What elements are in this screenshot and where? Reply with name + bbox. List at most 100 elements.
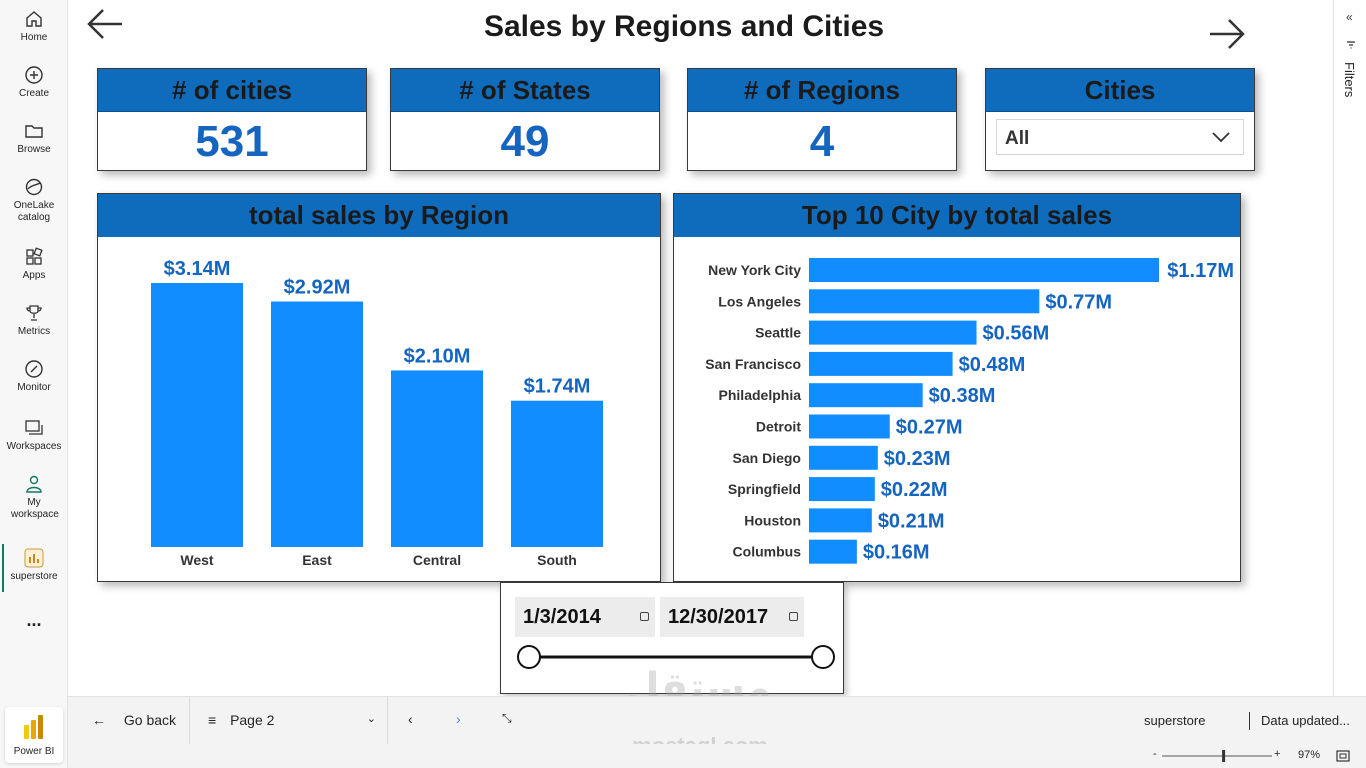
card-cities-label: # of cities xyxy=(98,69,366,112)
forward-arrow-icon[interactable] xyxy=(1206,16,1246,52)
powerbi-tile[interactable]: Power BI xyxy=(5,707,63,763)
card-regions: # of Regions 4 xyxy=(687,68,957,171)
city-category-label: Philadelphia xyxy=(719,387,802,403)
zoom-slider[interactable] xyxy=(1162,750,1272,762)
zoom-in-button[interactable]: + xyxy=(1274,748,1281,760)
card-cities-value: 531 xyxy=(195,117,269,166)
region-bar-label: $1.74M xyxy=(524,376,591,398)
nav-create-label: Create xyxy=(18,88,49,99)
back-arrow-icon[interactable] xyxy=(86,6,126,42)
go-back-button[interactable]: ← Go back xyxy=(92,712,176,728)
start-date-input[interactable]: 1/3/2014 xyxy=(515,597,655,637)
region-bar[interactable] xyxy=(511,400,603,547)
nav-browse[interactable]: Browse xyxy=(0,120,68,156)
next-page-button[interactable]: › xyxy=(456,711,461,727)
region-bar-label: $3.14M xyxy=(164,258,231,280)
person-icon xyxy=(26,475,42,493)
city-category-label: San Diego xyxy=(733,450,801,466)
city-bar[interactable] xyxy=(809,383,923,408)
city-bar-label: $0.22M xyxy=(881,479,948,501)
card-states-label: # of States xyxy=(391,69,659,112)
city-bar-label: $0.48M xyxy=(959,354,1026,376)
nav-more-button[interactable]: ... xyxy=(26,610,42,630)
nav-superstore[interactable]: superstore xyxy=(0,547,68,583)
region-category-label: Central xyxy=(413,552,461,568)
divider xyxy=(387,697,388,745)
collapse-chevron-icon[interactable]: « xyxy=(1346,10,1353,24)
card-states: # of States 49 xyxy=(390,68,660,171)
region-bar[interactable] xyxy=(151,283,243,547)
region-chart-plot: $3.14M West $2.92M East $2.10M Central $1.74M S… xyxy=(151,258,603,568)
nav-monitor[interactable]: Monitor xyxy=(0,358,68,394)
city-bar[interactable] xyxy=(809,351,953,376)
page-title: Sales by Regions and Cities xyxy=(483,10,885,43)
home-icon xyxy=(26,11,42,27)
card-regions-label: # of Regions xyxy=(688,69,956,112)
nav-create[interactable]: Create xyxy=(0,64,68,100)
nav-apps[interactable]: Apps xyxy=(0,246,68,282)
plus-circle-icon xyxy=(25,66,43,84)
date-range-slider[interactable] xyxy=(501,641,843,673)
calendar-icon xyxy=(640,612,649,621)
data-updated-label[interactable]: Data updated... xyxy=(1261,713,1350,728)
region-bar[interactable] xyxy=(391,370,483,547)
city-bar-label: $0.21M xyxy=(878,510,945,532)
previous-page-button[interactable]: ‹ xyxy=(408,711,413,727)
chevron-down-icon: ⌄ xyxy=(366,713,376,725)
card-regions-value: 4 xyxy=(809,117,835,166)
filters-label: Filters xyxy=(1342,62,1357,98)
back-arrow-small-icon: ← xyxy=(92,712,106,728)
city-category-label: Springfield xyxy=(728,481,801,497)
city-category-label: Seattle xyxy=(755,325,801,341)
nav-superstore-label: superstore xyxy=(10,571,58,582)
bottom-toolbar: ← Go back ≡ Page 2 ⌄ ‹ › ⤡ superstore Da… xyxy=(68,696,1366,758)
page-selector-value: Page 2 xyxy=(230,712,275,728)
slider-end-handle[interactable] xyxy=(811,645,835,669)
city-chart-title: Top 10 City by total sales xyxy=(674,194,1240,237)
region-bar-label: $2.10M xyxy=(404,345,471,367)
report-name: superstore xyxy=(1144,713,1206,728)
city-bar[interactable] xyxy=(809,320,977,345)
city-bar[interactable] xyxy=(809,289,1040,314)
slider-start-handle[interactable] xyxy=(517,645,541,669)
city-chart-plot: New York City $1.17M Los Angeles $0.77M Seat… xyxy=(705,258,1234,564)
report-canvas: Sales by Regions and Cities # of cities … xyxy=(68,0,1333,708)
filters-pane[interactable]: « Filters xyxy=(1333,0,1366,696)
nav-my-workspace[interactable]: My workspace xyxy=(0,473,68,521)
nav-workspaces-label: Workspaces xyxy=(6,441,62,452)
nav-onelake[interactable]: OneLake catalog xyxy=(0,176,68,224)
region-category-label: South xyxy=(537,552,577,568)
nav-metrics[interactable]: Metrics xyxy=(0,302,68,338)
nav-workspaces[interactable]: Workspaces xyxy=(0,417,68,453)
nav-onelake-label: OneLake catalog xyxy=(13,200,55,223)
fit-page-icon[interactable]: ⤡ xyxy=(502,711,512,725)
city-bar-label: $0.27M xyxy=(896,417,963,439)
fit-to-window-icon[interactable] xyxy=(1336,750,1350,762)
date-slicer: 1/3/2014 12/30/2017 xyxy=(500,582,844,694)
city-bar[interactable] xyxy=(809,539,857,564)
divider xyxy=(1249,712,1250,730)
end-date-value: 12/30/2017 xyxy=(668,606,769,628)
powerbi-logo-icon xyxy=(24,715,43,739)
city-bar[interactable] xyxy=(809,258,1159,282)
card-cities: # of cities 531 xyxy=(97,68,367,171)
status-bar: - + 97% xyxy=(68,744,1366,768)
city-bar[interactable] xyxy=(809,508,872,533)
zoom-out-button[interactable]: - xyxy=(1153,748,1157,760)
city-bar[interactable] xyxy=(809,477,875,502)
cities-dropdown[interactable]: All xyxy=(996,119,1244,155)
end-date-input[interactable]: 12/30/2017 xyxy=(660,597,804,637)
region-bar[interactable] xyxy=(271,301,363,547)
city-category-label: San Francisco xyxy=(705,356,801,372)
city-bar[interactable] xyxy=(809,414,890,439)
city-bar[interactable] xyxy=(809,445,878,470)
region-category-label: West xyxy=(180,552,214,568)
filter-icon xyxy=(1347,41,1355,49)
page-selector[interactable]: ≡ Page 2 ⌄ xyxy=(208,712,376,728)
region-bar-label: $2.92M xyxy=(284,276,351,298)
zoom-slider-thumb[interactable] xyxy=(1222,750,1226,762)
cities-slicer-label: Cities xyxy=(986,69,1254,112)
city-category-label: Columbus xyxy=(733,544,802,560)
nav-home[interactable]: Home xyxy=(0,8,68,44)
nav-metrics-label: Metrics xyxy=(17,326,51,337)
